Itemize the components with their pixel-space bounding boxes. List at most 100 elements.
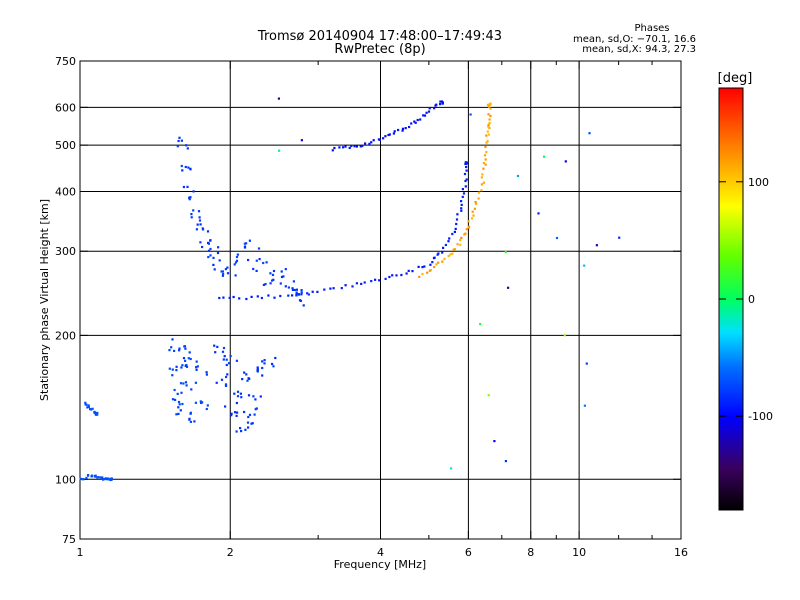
echo-point	[455, 218, 459, 221]
echo-point	[199, 400, 202, 403]
echo-point	[206, 404, 209, 407]
echo-point	[462, 192, 466, 195]
echo-point	[583, 404, 586, 407]
echo-point	[234, 274, 237, 277]
echo-point	[393, 130, 396, 133]
echo-point	[177, 139, 180, 143]
echo-point	[240, 396, 243, 399]
echo-point	[388, 133, 391, 136]
echo-point	[269, 282, 272, 285]
echo-point	[251, 422, 254, 425]
echo-point	[400, 273, 403, 277]
y-tick-label: 75	[62, 533, 76, 546]
echo-point	[175, 369, 178, 372]
echo-point	[340, 287, 343, 290]
echo-point	[481, 173, 484, 176]
echo-point	[271, 273, 275, 276]
echo-point	[171, 338, 174, 341]
echo-point	[370, 280, 373, 283]
x-tick-label: 2	[227, 546, 234, 559]
echo-point	[104, 477, 108, 480]
echo-point	[404, 127, 407, 130]
echo-point	[185, 384, 188, 387]
echo-point	[564, 160, 567, 163]
echo-point	[479, 323, 482, 326]
echo-point	[461, 188, 464, 191]
echo-point	[93, 411, 96, 414]
echo-point	[459, 239, 462, 242]
echo-point	[504, 460, 507, 463]
echo-point	[192, 209, 195, 212]
echo-point	[470, 217, 474, 220]
echo-point	[433, 265, 436, 269]
echo-point	[465, 169, 468, 172]
echo-point	[482, 162, 485, 165]
echo-point	[245, 373, 248, 376]
echo-point	[274, 356, 277, 360]
echo-point	[391, 274, 394, 277]
echo-point	[184, 359, 187, 362]
echo-point	[447, 240, 450, 243]
echo-point	[198, 216, 201, 219]
echo-point	[261, 374, 264, 377]
echo-point	[537, 212, 540, 215]
echo-point	[259, 395, 262, 398]
echo-point	[428, 107, 431, 110]
y-tick-label: 600	[55, 101, 76, 114]
echo-point	[480, 183, 483, 186]
echo-point	[168, 367, 171, 370]
echo-point	[258, 258, 261, 261]
echo-point	[235, 259, 239, 262]
echo-point	[186, 147, 189, 150]
echo-point	[225, 375, 228, 379]
echo-point	[465, 165, 468, 169]
echo-point	[213, 344, 216, 347]
echo-point	[241, 378, 244, 381]
echo-point	[323, 288, 326, 291]
x-tick-label: 6	[465, 546, 472, 559]
echo-point	[451, 252, 454, 255]
echo-point	[405, 272, 408, 275]
echo-point	[187, 357, 190, 360]
echo-point	[222, 346, 226, 350]
echo-point	[555, 236, 559, 240]
echo-point	[178, 403, 181, 406]
echo-point	[190, 388, 193, 391]
echo-point	[487, 394, 490, 397]
echo-point	[236, 253, 239, 256]
echo-point	[291, 288, 295, 291]
echo-point	[368, 142, 371, 145]
echo-point	[417, 265, 420, 268]
echo-point	[300, 139, 303, 142]
echo-point	[176, 145, 179, 148]
echo-point	[261, 366, 264, 370]
echo-point	[300, 291, 303, 294]
echo-point	[252, 395, 255, 398]
grid-lines	[80, 61, 681, 539]
echo-point	[279, 282, 282, 285]
phases-x-mode-stats: mean, sd,X: 94.3, 27.3	[582, 44, 696, 55]
echo-point	[454, 227, 457, 230]
echo-point	[182, 382, 185, 385]
echo-point	[421, 266, 424, 269]
echo-point	[186, 185, 189, 188]
echo-point	[472, 214, 475, 217]
echo-point	[300, 289, 303, 292]
echo-point	[471, 210, 474, 213]
echo-point	[441, 251, 444, 254]
echo-point	[233, 411, 237, 414]
echo-point	[256, 366, 259, 369]
echo-point	[243, 242, 246, 245]
echo-point	[221, 274, 224, 277]
echo-point	[102, 478, 105, 481]
echo-point	[465, 178, 468, 181]
echo-point	[184, 381, 188, 384]
echo-point	[79, 477, 82, 480]
echo-point	[184, 364, 187, 367]
echo-point	[230, 412, 233, 415]
echo-point	[272, 365, 275, 368]
echo-point	[595, 244, 598, 247]
chart-title-line1: Tromsø 20140904 17:48:00–17:49:43	[257, 29, 502, 44]
echo-point	[384, 135, 387, 138]
echo-point	[221, 350, 225, 353]
